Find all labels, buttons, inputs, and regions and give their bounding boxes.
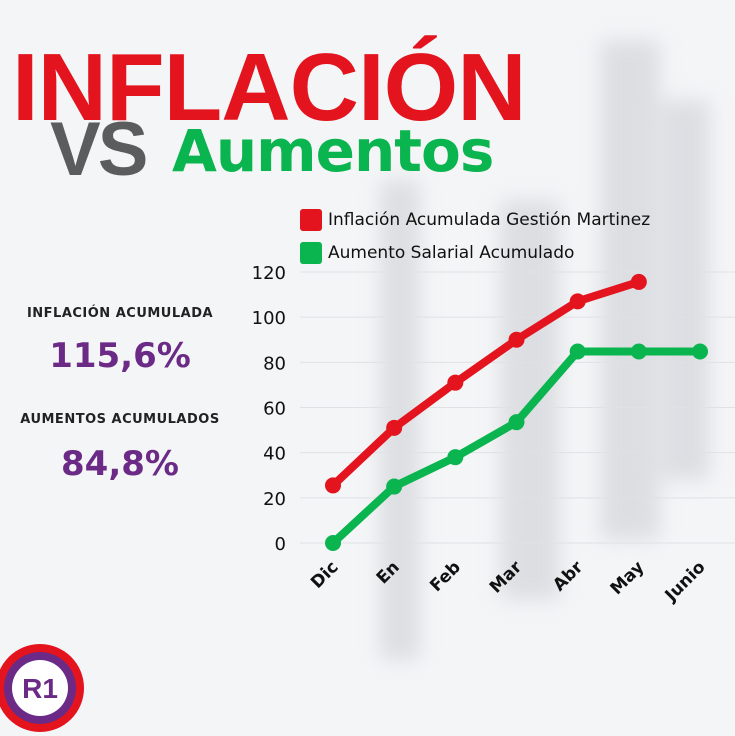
x-tick-label: Dic	[307, 557, 342, 592]
series-line-1	[329, 347, 704, 547]
vs-label: VS	[50, 107, 148, 192]
series-point-0	[569, 293, 586, 310]
series-point-1	[569, 343, 586, 360]
x-tick-label: Feb	[426, 557, 465, 596]
y-tick-label: 20	[263, 489, 286, 510]
background-shape	[660, 100, 710, 480]
series-point-0	[508, 331, 525, 348]
series-point-0	[325, 477, 341, 494]
background-shape	[500, 200, 560, 600]
series-point-0	[630, 273, 647, 290]
x-tick-label: May	[607, 557, 649, 599]
y-tick-label: 100	[252, 308, 286, 329]
series-point-0	[386, 419, 403, 436]
chart-legend: Inflación Acumulada Gestión Martinez Aum…	[300, 206, 650, 272]
y-tick-label: 40	[263, 444, 286, 465]
series-point-1	[447, 449, 464, 466]
legend-swatch-inflation	[300, 209, 322, 231]
series-line-0	[329, 277, 643, 490]
logo-center	[12, 660, 68, 716]
inflation-stat-label: INFLACIÓN ACUMULADA	[26, 306, 214, 321]
series-point-1	[692, 343, 708, 360]
legend-label-salary: Aumento Salarial Acumulado	[328, 243, 575, 263]
y-tick-label: 120	[252, 263, 286, 284]
legend-item-inflation: Inflación Acumulada Gestión Martinez	[300, 206, 650, 234]
logo-text: R1	[22, 673, 58, 704]
y-tick-label: 0	[275, 534, 286, 555]
series-point-1	[386, 478, 403, 495]
legend-item-salary: Aumento Salarial Acumulado	[300, 239, 650, 267]
series-point-1	[508, 414, 525, 431]
salary-stat-label: AUMENTOS ACUMULADOS	[20, 412, 220, 427]
legend-label-inflation: Inflación Acumulada Gestión Martinez	[328, 210, 651, 230]
legend-swatch-salary	[300, 242, 322, 264]
page-title: INFLACIÓN	[12, 34, 527, 141]
series-point-0	[447, 374, 464, 391]
x-tick-label: Mar	[486, 557, 527, 598]
y-tick-label: 60	[263, 399, 286, 420]
x-tick-label: Abr	[549, 557, 587, 595]
x-tick-label: Junio	[661, 557, 710, 606]
r1-logo: R1	[0, 644, 84, 732]
series-point-1	[630, 343, 647, 360]
series-point-1	[325, 535, 341, 551]
page-subtitle: Aumentos	[172, 117, 494, 185]
x-tick-label: En	[373, 557, 404, 588]
y-tick-label: 80	[263, 353, 286, 374]
salary-stat-value: 84,8%	[61, 444, 179, 484]
inflation-stat-value: 115,6%	[49, 336, 191, 376]
